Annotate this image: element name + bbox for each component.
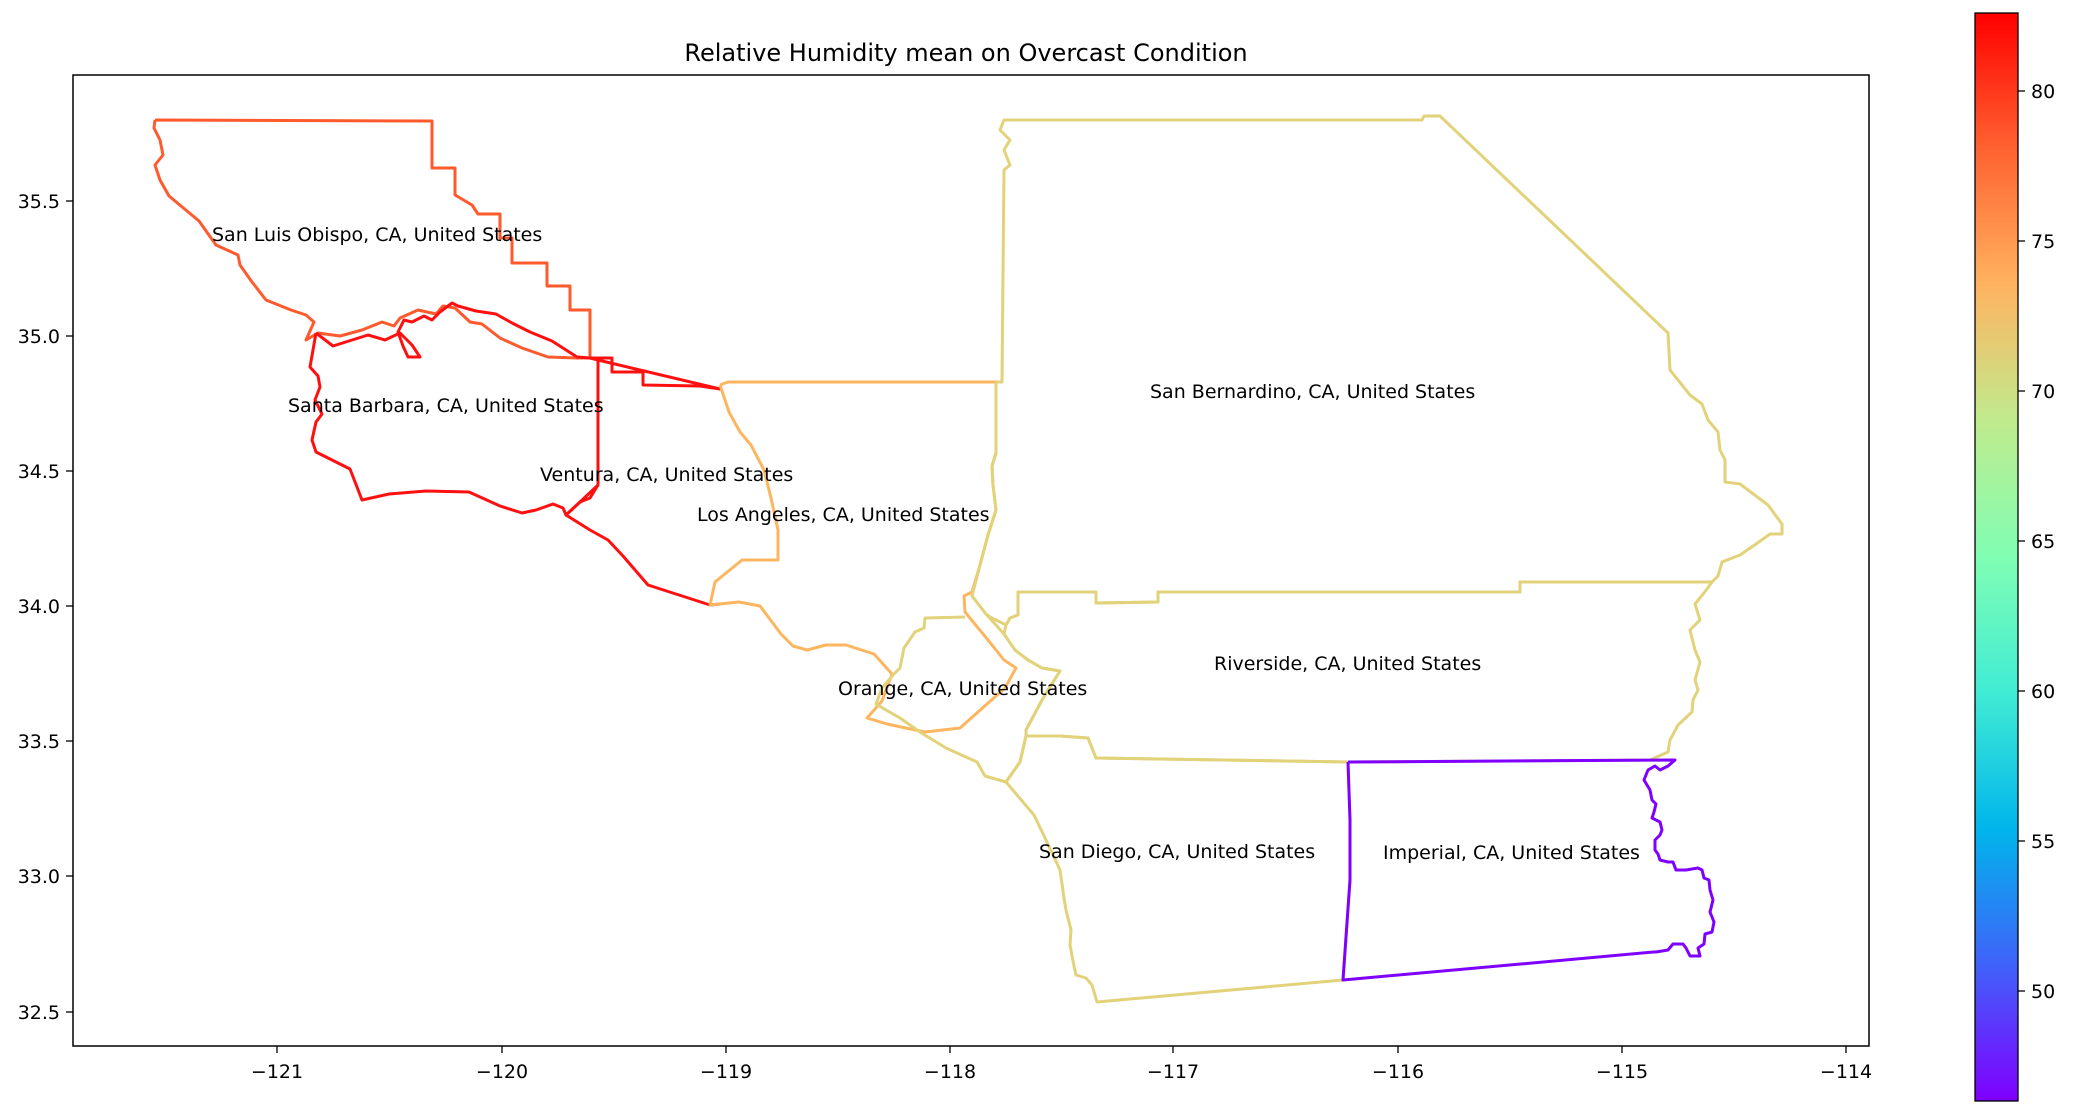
region-labels: San Luis Obispo, CA, United States Santa… <box>212 224 1640 864</box>
y-tick-label: 34.5 <box>18 461 60 483</box>
county-outline-imperial <box>1341 758 1716 982</box>
region-label-los-angeles: Los Angeles, CA, United States <box>697 504 990 526</box>
colorbar-tick-label: 75 <box>2031 231 2055 253</box>
colorbar-gradient <box>1974 12 2019 1102</box>
county-outline-san-luis-obispo <box>152 118 592 360</box>
colorbar-tick-label: 55 <box>2031 831 2055 853</box>
x-axis: −121 −120 −119 −118 −117 −116 −115 −114 <box>251 1046 1872 1083</box>
y-tick-label: 35.0 <box>18 326 60 348</box>
x-tick-label: −118 <box>924 1061 976 1083</box>
county-outline-san-diego <box>1004 734 1352 1004</box>
y-tick-label: 35.5 <box>18 191 60 213</box>
colorbar: 50 55 60 65 70 75 80 <box>1974 12 2055 1102</box>
map-title: Relative Humidity mean on Overcast Condi… <box>684 39 1247 67</box>
y-tick-label: 32.5 <box>18 1002 60 1024</box>
y-tick-label: 33.5 <box>18 731 60 753</box>
y-axis: 32.5 33.0 33.5 34.0 34.5 35.0 35.5 <box>18 191 73 1024</box>
x-tick-label: −116 <box>1372 1061 1424 1083</box>
region-label-imperial: Imperial, CA, United States <box>1383 842 1640 864</box>
colorbar-tick-label: 70 <box>2031 381 2055 403</box>
y-tick-label: 33.0 <box>18 866 60 888</box>
region-label-san-diego: San Diego, CA, United States <box>1039 841 1315 863</box>
colorbar-tick-label: 50 <box>2031 981 2055 1003</box>
colorbar-tick-label: 80 <box>2031 81 2055 103</box>
region-label-riverside: Riverside, CA, United States <box>1214 653 1481 675</box>
county-outline-orange <box>874 595 1062 784</box>
x-tick-label: −117 <box>1147 1061 1199 1083</box>
county-outline-ventura <box>564 356 722 607</box>
x-tick-label: −119 <box>700 1061 752 1083</box>
region-label-santa-barbara: Santa Barbara, CA, United States <box>288 395 604 417</box>
x-tick-label: −114 <box>1820 1061 1872 1083</box>
x-tick-label: −115 <box>1596 1061 1648 1083</box>
x-tick-label: −120 <box>476 1061 528 1083</box>
y-tick-label: 34.0 <box>18 596 60 618</box>
x-tick-label: −121 <box>251 1061 303 1083</box>
region-label-san-bernardino: San Bernardino, CA, United States <box>1150 381 1475 403</box>
county-outlines <box>152 114 1784 1004</box>
colorbar-tick-label: 65 <box>2031 531 2055 553</box>
region-label-san-luis-obispo: San Luis Obispo, CA, United States <box>212 224 542 246</box>
colorbar-tick-label: 60 <box>2031 681 2055 703</box>
region-label-ventura: Ventura, CA, United States <box>540 464 793 486</box>
axes-frame <box>72 74 1870 1047</box>
region-label-orange: Orange, CA, United States <box>838 678 1087 700</box>
county-outline-san-bernardino <box>970 114 1784 627</box>
